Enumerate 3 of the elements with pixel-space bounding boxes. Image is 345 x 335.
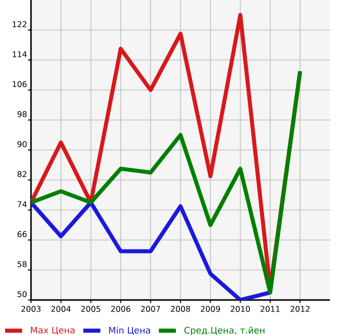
legend-label: Max Цена	[30, 326, 74, 335]
legend-label: Min Цена	[109, 326, 150, 335]
legend-label: Сред.Цена, т.йен	[184, 326, 264, 335]
